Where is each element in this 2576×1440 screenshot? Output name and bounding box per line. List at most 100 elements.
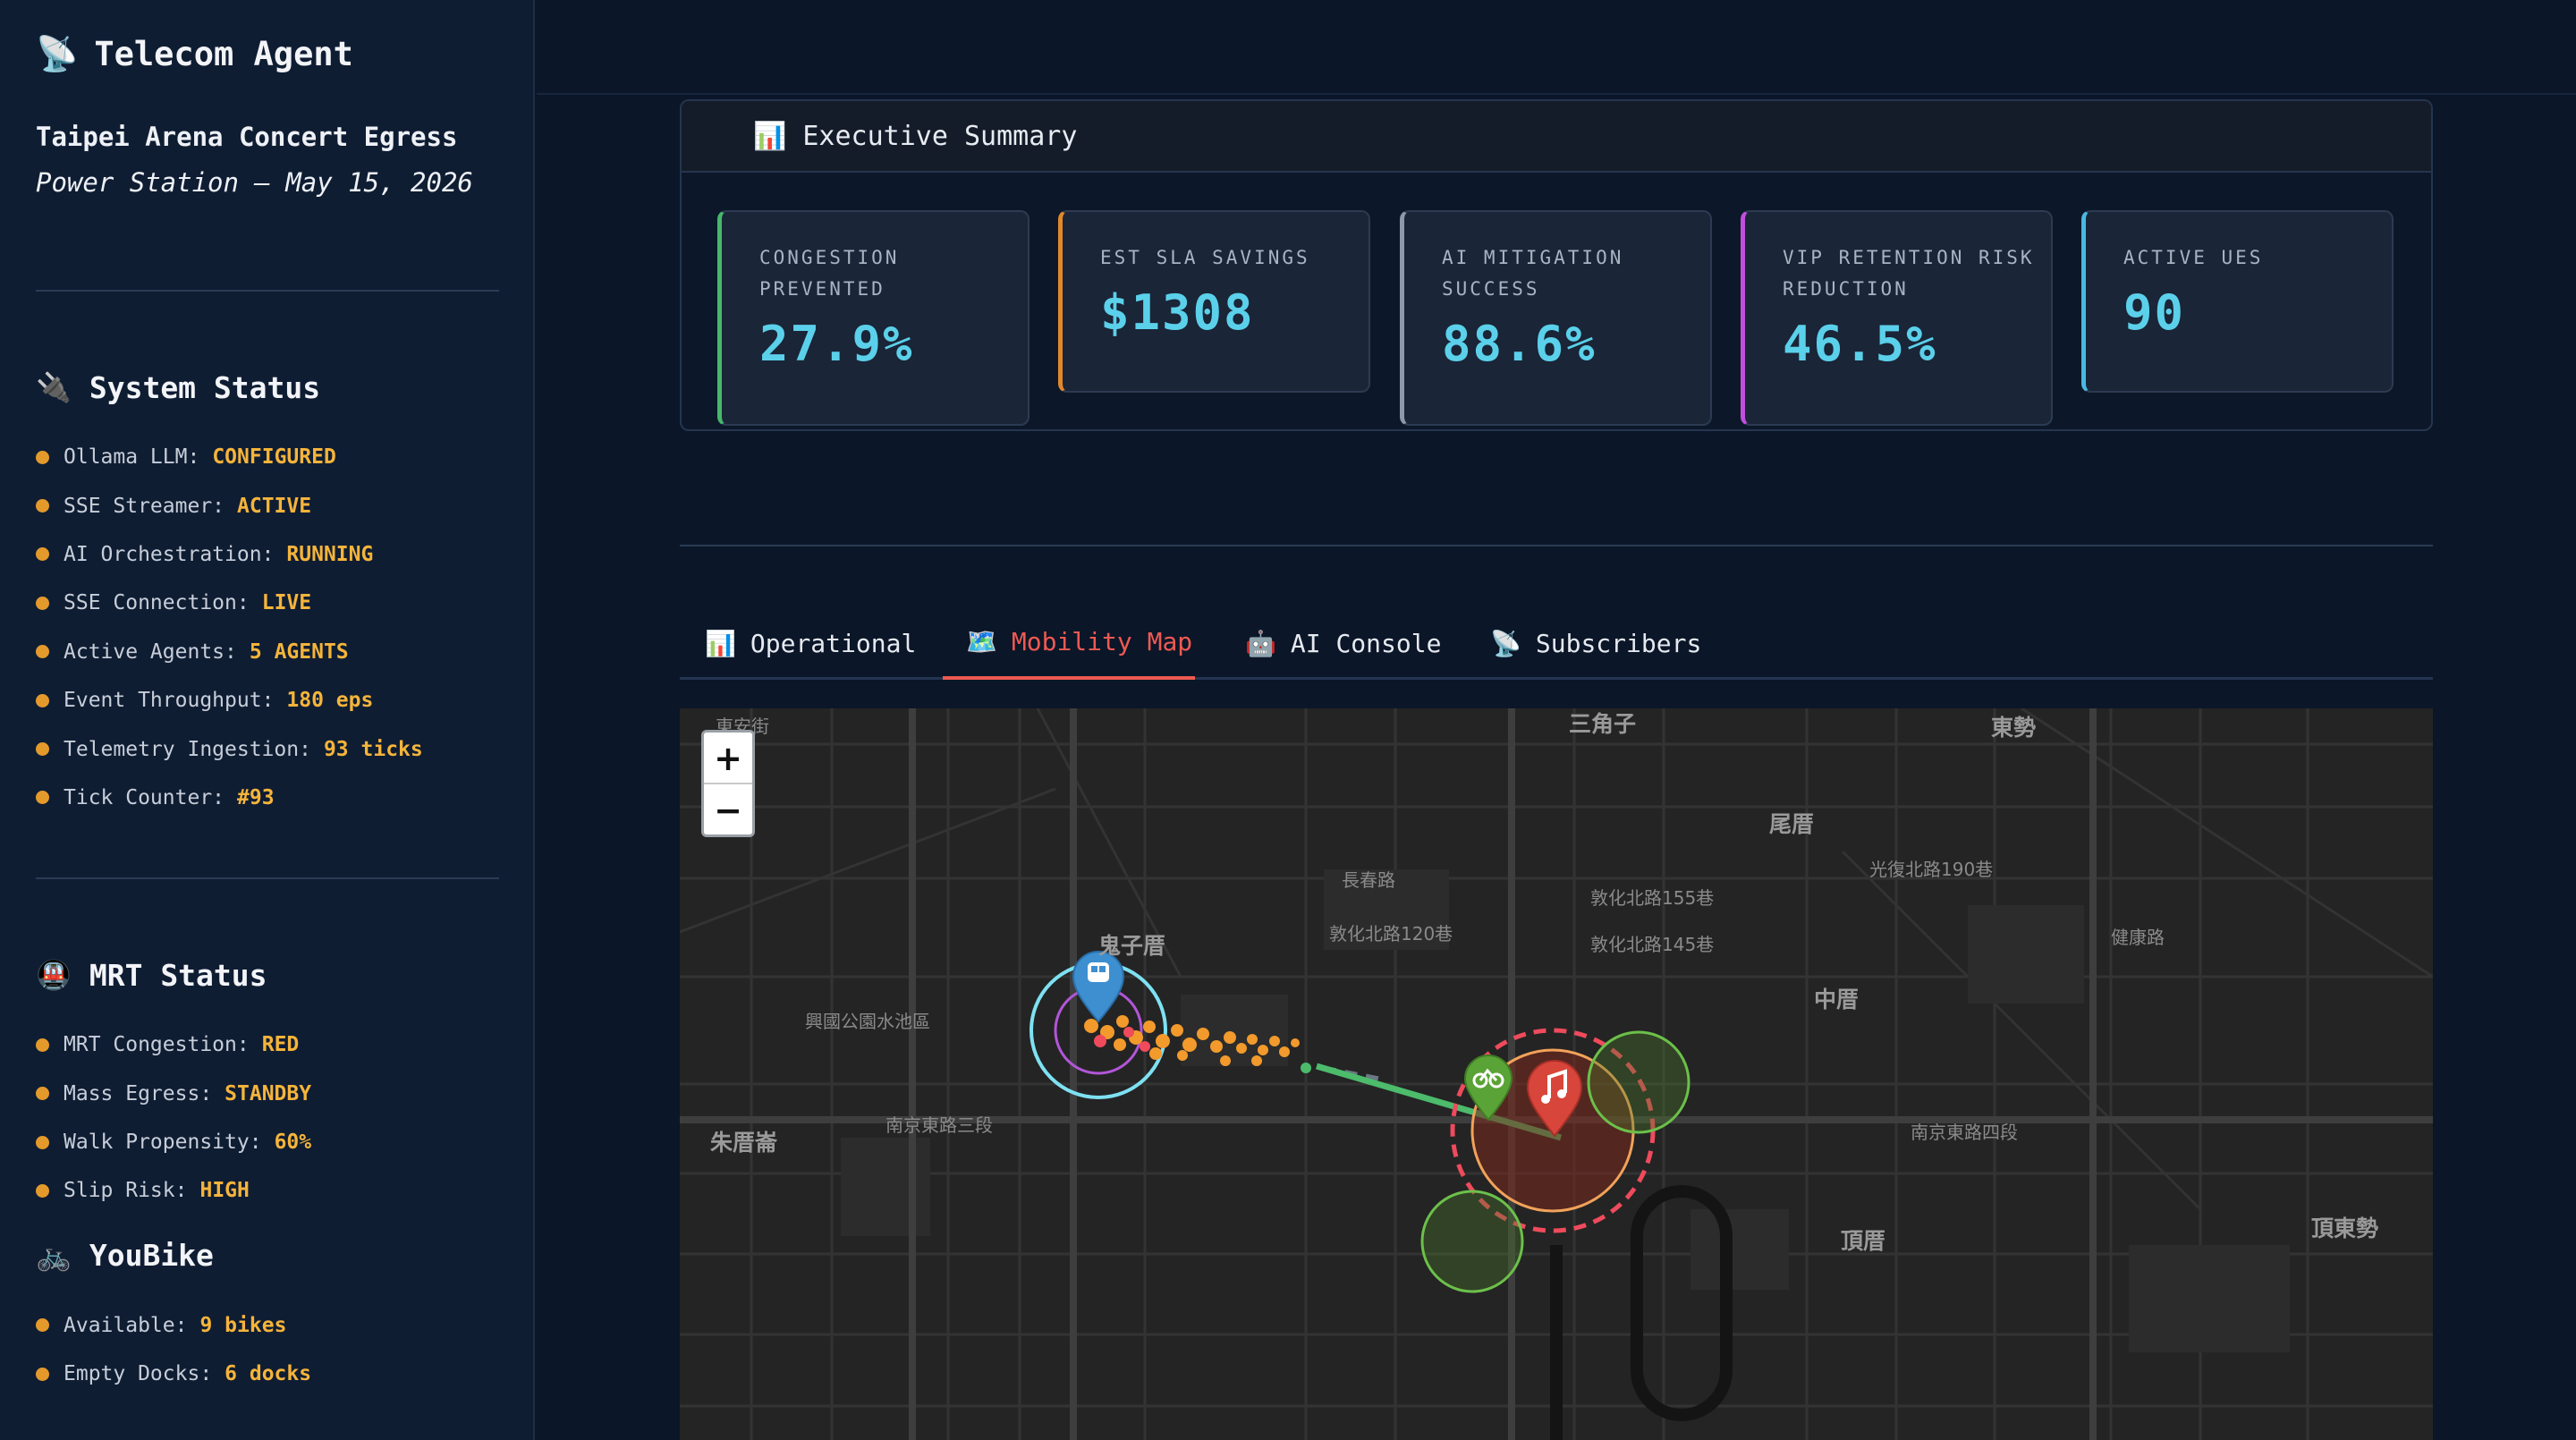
- crowd-hotspot: [1094, 1027, 1150, 1052]
- concert-venue-pin[interactable]: [1526, 1060, 1583, 1138]
- kpi-row: CONGESTION PREVENTED 27.9% EST SLA SAVIN…: [682, 173, 2431, 431]
- sidebar-divider: [36, 290, 499, 292]
- robot-icon: 🤖: [1245, 628, 1276, 658]
- crowd-dot: [1236, 1043, 1247, 1054]
- tab-subscribers[interactable]: 📡 Subscribers: [1490, 606, 1758, 680]
- status-value: 93 ticks: [323, 737, 423, 761]
- executive-summary-header[interactable]: 📊 Executive Summary: [682, 101, 2431, 173]
- executive-summary-title: Executive Summary: [802, 120, 1078, 152]
- tab-ai-console[interactable]: 🤖 AI Console: [1245, 606, 1460, 680]
- zoom-in-button[interactable]: +: [704, 733, 752, 784]
- kpi-card-congestion-prevented: CONGESTION PREVENTED 27.9%: [717, 210, 1030, 426]
- crowd-dot: [1149, 1047, 1162, 1060]
- zoom-control: + −: [701, 730, 755, 837]
- youbike-zone: [1420, 1190, 1524, 1293]
- status-label: Available:: [64, 1313, 188, 1337]
- crowd-dot: [1116, 1015, 1129, 1028]
- crowd-dot: [1291, 1038, 1300, 1047]
- status-dot: [36, 596, 49, 610]
- crowd-dot: [1171, 1024, 1183, 1037]
- status-label: Telemetry Ingestion:: [64, 737, 311, 761]
- view-tabs: 📊 Operational 🗺️ Mobility Map 🤖 AI Conso…: [680, 606, 2433, 680]
- youbike-title: YouBike: [89, 1238, 214, 1274]
- status-value: HIGH: [199, 1179, 250, 1203]
- status-label: Empty Docks:: [64, 1362, 213, 1386]
- status-item: Empty Docks: 6 docks: [36, 1350, 497, 1398]
- satellite-dish-icon: 📡: [1490, 628, 1521, 658]
- map-label: 長春路: [1342, 869, 1395, 891]
- tab-label: AI Console: [1290, 628, 1442, 658]
- bicycle-icon: [1472, 1072, 1488, 1088]
- crowd-dot: [1269, 1036, 1280, 1046]
- map-label: 朱厝崙: [710, 1130, 778, 1156]
- tab-operational[interactable]: 📊 Operational: [705, 606, 919, 680]
- status-dot: [36, 1135, 49, 1149]
- crowd-dot: [1251, 1055, 1262, 1066]
- tab-label: Mobility Map: [1011, 626, 1193, 656]
- zoom-out-button[interactable]: −: [704, 784, 752, 834]
- status-dot: [36, 547, 49, 562]
- map-label: 頂東勢: [2311, 1216, 2379, 1241]
- map-label: 三角子: [1569, 711, 1637, 737]
- map-label: 健康路: [2111, 927, 2165, 948]
- status-dot: [36, 1183, 49, 1198]
- sidebar-divider: [36, 877, 499, 880]
- kpi-value: 27.9%: [759, 316, 914, 372]
- status-value: RUNNING: [286, 542, 374, 566]
- mobility-map[interactable]: 東安街 三角子 東勢 尾厝 鬼子厝 中厝 朱厝崙 頂厝 頂東勢 南京東路三段 南…: [680, 708, 2433, 1440]
- status-value: 180 eps: [286, 689, 374, 713]
- status-dot: [36, 1367, 49, 1381]
- mrt-status-title: MRT Status: [89, 957, 267, 993]
- satellite-dish-icon: 📡: [36, 33, 79, 73]
- app-title-text: Telecom Agent: [94, 34, 353, 73]
- crowd-dot: [1156, 1034, 1170, 1048]
- status-dot: [36, 499, 49, 513]
- youbike-heading: 🚲 YouBike: [36, 1235, 497, 1276]
- map-label: 光復北路190巷: [1869, 859, 1994, 880]
- status-label: Ollama LLM:: [64, 445, 200, 470]
- crowd-dot: [1258, 1045, 1268, 1055]
- crowd-dot: [1301, 1063, 1311, 1073]
- music-note-icon: [1547, 1069, 1567, 1098]
- status-item: Available: 9 bikes: [36, 1301, 497, 1350]
- crowd-dot: [1279, 1046, 1290, 1057]
- status-value: #93: [237, 785, 275, 809]
- status-dot: [36, 1087, 49, 1101]
- sidebar: 📡 Telecom Agent Taipei Arena Concert Egr…: [0, 0, 535, 1440]
- kpi-label: ACTIVE UES: [2123, 247, 2264, 268]
- crowd-dot: [1197, 1028, 1209, 1040]
- status-dot: [36, 1038, 49, 1052]
- status-label: Tick Counter:: [64, 785, 225, 809]
- status-dot: [36, 450, 49, 464]
- status-item: Tick Counter: #93: [36, 774, 497, 822]
- status-item: Mass Egress: STANDBY: [36, 1070, 497, 1118]
- mrt-station-pin[interactable]: [1072, 951, 1125, 1023]
- status-item: Active Agents: 5 AGENTS: [36, 628, 497, 676]
- major-roads: [680, 708, 2433, 1440]
- crowd-dot: [1084, 1019, 1098, 1033]
- status-label: Walk Propensity:: [64, 1131, 262, 1155]
- status-label: Active Agents:: [64, 640, 237, 664]
- youbike-station-pin[interactable]: [1463, 1055, 1513, 1122]
- status-label: Event Throughput:: [64, 689, 275, 713]
- map-canvas[interactable]: [680, 708, 2433, 1440]
- status-label: MRT Congestion:: [64, 1033, 250, 1057]
- crowd-dot: [1123, 1027, 1134, 1038]
- arena-outline: [1550, 1185, 1733, 1440]
- kpi-value: 46.5%: [1783, 316, 1937, 372]
- status-item: Event Throughput: 180 eps: [36, 676, 497, 724]
- kpi-label: CONGESTION PREVENTED: [759, 247, 900, 300]
- tab-mobility-map[interactable]: 🗺️ Mobility Map: [943, 606, 1195, 680]
- status-value: RED: [261, 1033, 300, 1057]
- train-icon: [1088, 962, 1109, 982]
- mrt-status-list: MRT Congestion: RED Mass Egress: STANDBY W…: [36, 1021, 497, 1216]
- kpi-card-vip-retention-risk-reduction: VIP RETENTION RISK REDUCTION 46.5%: [1741, 210, 2053, 426]
- status-value: 6 docks: [225, 1362, 312, 1386]
- section-divider: [680, 545, 2433, 546]
- event-name: Taipei Arena Concert Egress: [36, 122, 458, 152]
- map-label: 尾厝: [1769, 811, 1815, 837]
- crowd-dot: [1114, 1038, 1126, 1051]
- map-label: 鬼子厝: [1098, 933, 1166, 959]
- youbike-status-list: Available: 9 bikes Empty Docks: 6 docks: [36, 1301, 497, 1399]
